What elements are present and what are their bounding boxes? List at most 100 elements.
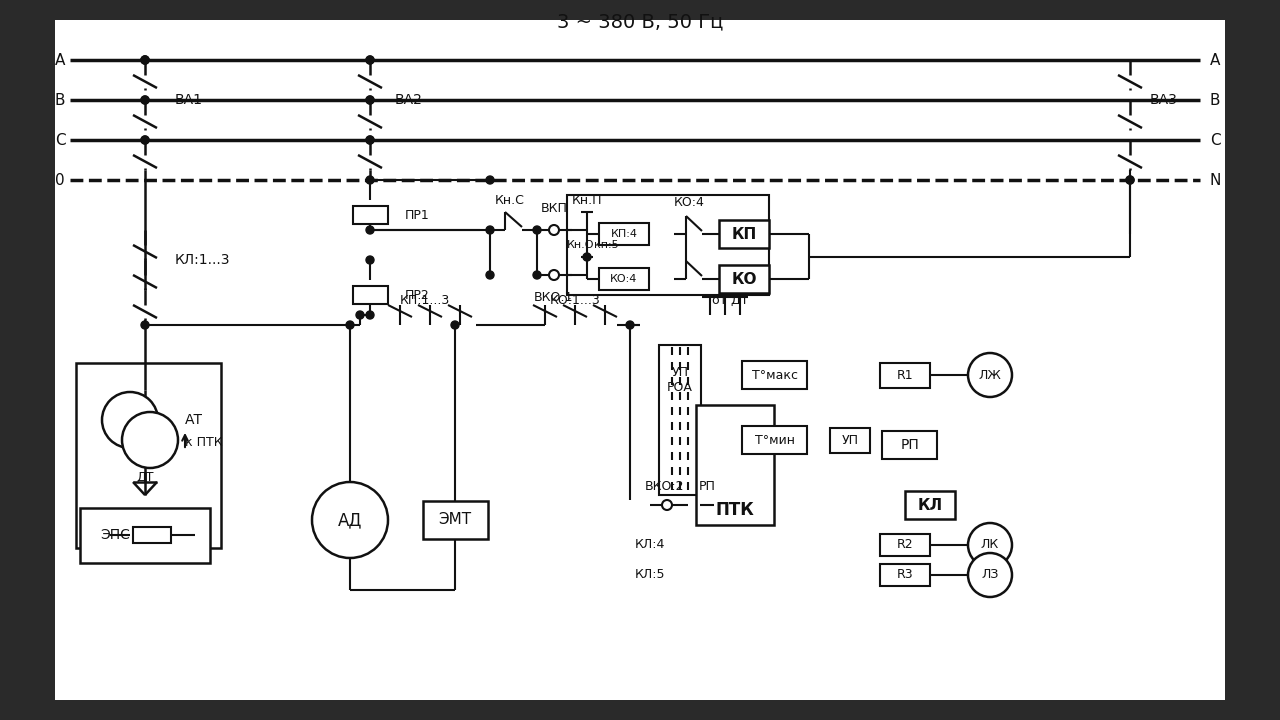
Circle shape xyxy=(102,392,157,448)
Circle shape xyxy=(532,226,541,234)
Text: R3: R3 xyxy=(897,569,914,582)
Text: к ПТК: к ПТК xyxy=(186,436,223,449)
Text: ПР2: ПР2 xyxy=(404,289,430,302)
Text: КП: КП xyxy=(731,227,756,241)
Circle shape xyxy=(141,56,148,64)
Text: ПР1: ПР1 xyxy=(404,209,430,222)
Text: ВА1: ВА1 xyxy=(175,93,204,107)
Text: ВКО:2: ВКО:2 xyxy=(645,480,685,493)
Text: УП
РОА: УП РОА xyxy=(667,366,692,394)
Circle shape xyxy=(486,271,494,279)
Bar xyxy=(81,508,210,562)
Circle shape xyxy=(1126,176,1134,184)
Text: КП:1...3: КП:1...3 xyxy=(399,294,451,307)
Bar xyxy=(879,564,931,586)
Circle shape xyxy=(968,523,1012,567)
Text: R2: R2 xyxy=(897,539,914,552)
Bar xyxy=(659,345,701,495)
Circle shape xyxy=(1126,176,1134,184)
Bar xyxy=(352,286,388,304)
Bar xyxy=(696,405,774,525)
Text: T°мин: T°мин xyxy=(755,433,795,446)
Circle shape xyxy=(141,96,148,104)
Text: 3 ~ 380 В, 50 Гц: 3 ~ 380 В, 50 Гц xyxy=(557,12,723,32)
Text: A: A xyxy=(1210,53,1220,68)
Text: УП: УП xyxy=(841,433,859,446)
Bar xyxy=(719,220,769,248)
Circle shape xyxy=(141,321,148,329)
Circle shape xyxy=(141,136,148,144)
Circle shape xyxy=(122,412,178,468)
Circle shape xyxy=(366,96,374,104)
Circle shape xyxy=(366,136,374,144)
Text: B: B xyxy=(55,92,65,107)
Bar xyxy=(879,362,931,387)
Text: ПТК: ПТК xyxy=(716,501,754,519)
Circle shape xyxy=(366,96,374,104)
Circle shape xyxy=(141,136,148,144)
Text: КО:4: КО:4 xyxy=(611,274,637,284)
Circle shape xyxy=(356,311,364,319)
Circle shape xyxy=(141,56,148,64)
Circle shape xyxy=(141,96,148,104)
Text: ВА2: ВА2 xyxy=(396,93,422,107)
Text: РП: РП xyxy=(901,438,919,452)
Text: 0: 0 xyxy=(55,173,65,187)
Text: КО: КО xyxy=(731,271,756,287)
Circle shape xyxy=(366,56,374,64)
Bar xyxy=(599,268,649,290)
Text: КО:1...3: КО:1...3 xyxy=(549,294,600,307)
Circle shape xyxy=(626,321,634,329)
Text: ВКП: ВКП xyxy=(540,202,567,215)
Circle shape xyxy=(366,311,374,319)
Text: A: A xyxy=(55,53,65,68)
Text: КЛ:1...3: КЛ:1...3 xyxy=(175,253,230,267)
Bar xyxy=(567,195,769,295)
Text: C: C xyxy=(1210,132,1220,148)
Circle shape xyxy=(968,553,1012,597)
Circle shape xyxy=(312,482,388,558)
Circle shape xyxy=(141,56,148,64)
Bar xyxy=(879,534,931,556)
Circle shape xyxy=(366,256,374,264)
Text: РП: РП xyxy=(699,480,716,493)
Text: N: N xyxy=(1210,173,1221,187)
Bar xyxy=(599,223,649,245)
Text: B: B xyxy=(1210,92,1220,107)
Bar xyxy=(742,426,808,454)
Circle shape xyxy=(346,321,355,329)
Circle shape xyxy=(532,271,541,279)
Text: КЛ: КЛ xyxy=(918,498,942,513)
Text: Кн.П: Кн.П xyxy=(572,194,603,207)
Text: КП:4: КП:4 xyxy=(611,229,637,239)
Bar xyxy=(905,491,955,519)
Circle shape xyxy=(968,353,1012,397)
Circle shape xyxy=(451,321,460,329)
Circle shape xyxy=(366,176,374,184)
Bar xyxy=(882,431,937,459)
Text: кп:5: кп:5 xyxy=(594,240,618,250)
Bar xyxy=(829,428,870,452)
Text: T°макс: T°макс xyxy=(751,369,797,382)
Text: КЛ:4: КЛ:4 xyxy=(635,539,666,552)
Circle shape xyxy=(549,270,559,280)
Text: АТ: АТ xyxy=(186,413,204,427)
Text: Кн.С: Кн.С xyxy=(495,194,525,207)
Text: КО:4: КО:4 xyxy=(673,196,704,209)
Circle shape xyxy=(549,225,559,235)
Bar xyxy=(422,501,488,539)
Text: от ДТ: от ДТ xyxy=(712,294,749,307)
Bar xyxy=(133,527,172,543)
Text: ЛЗ: ЛЗ xyxy=(982,569,998,582)
Text: ЭПС: ЭПС xyxy=(100,528,129,542)
Text: ЛЖ: ЛЖ xyxy=(979,369,1001,382)
Text: Кн.О: Кн.О xyxy=(567,240,594,250)
Circle shape xyxy=(366,56,374,64)
Text: ВКО:1: ВКО:1 xyxy=(534,290,573,304)
Bar xyxy=(719,265,769,293)
Circle shape xyxy=(582,253,591,261)
Circle shape xyxy=(662,500,672,510)
Text: КЛ:5: КЛ:5 xyxy=(635,569,666,582)
Bar xyxy=(76,362,220,547)
Bar xyxy=(742,361,808,389)
